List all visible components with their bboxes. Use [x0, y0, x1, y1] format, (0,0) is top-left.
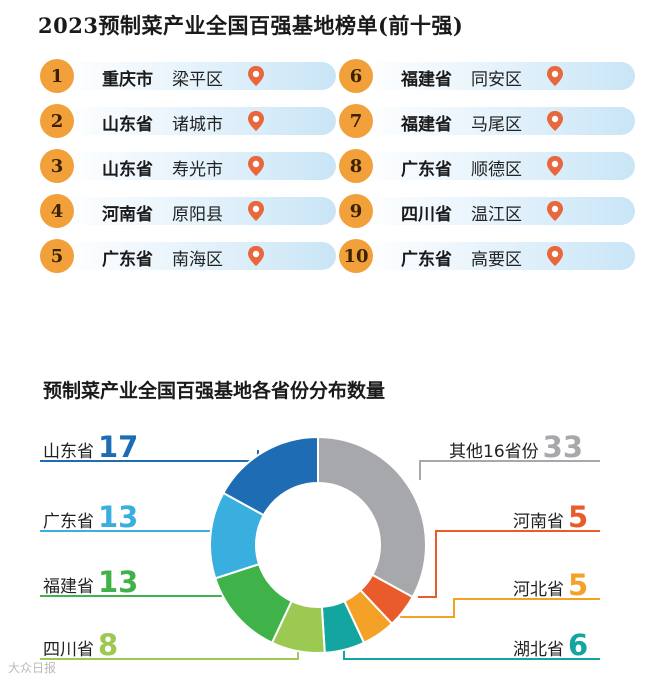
- location-pin-icon: [245, 245, 267, 267]
- rank-number: 8: [339, 149, 373, 183]
- slice-value: 5: [568, 500, 589, 534]
- location-pin-icon: [245, 110, 267, 132]
- rank-city: 高要区: [471, 250, 522, 270]
- rank-item: 6 福建省 同安区: [339, 59, 639, 93]
- rank-pill: [62, 62, 336, 90]
- slice-name: 湖北省: [513, 640, 564, 660]
- rank-province: 山东省: [102, 115, 153, 135]
- location-pin-icon: [544, 245, 566, 267]
- rank-pill: [361, 152, 635, 180]
- slice-name: 河北省: [513, 580, 564, 600]
- leader-line: [419, 460, 600, 480]
- slice-value: 33: [542, 430, 583, 464]
- slice-label: 广东省 13: [43, 500, 138, 534]
- rank-city: 马尾区: [471, 115, 522, 135]
- rank-city: 南海区: [172, 250, 223, 270]
- rank-province: 重庆市: [102, 70, 153, 90]
- rank-number: 4: [40, 194, 74, 228]
- slice-name: 广东省: [43, 512, 94, 532]
- rank-item: 10 广东省 高要区: [339, 239, 639, 273]
- rank-province: 福建省: [401, 115, 452, 135]
- rank-number: 3: [40, 149, 74, 183]
- leader-line: [418, 530, 600, 598]
- slice-label: 河南省 5: [513, 500, 588, 534]
- slice-name: 四川省: [43, 640, 94, 660]
- slice-label: 福建省 13: [43, 565, 138, 599]
- rank-item: 2 山东省 诸城市: [40, 104, 340, 138]
- rank-pill: [361, 197, 635, 225]
- slice-value: 13: [98, 565, 139, 599]
- rank-province: 广东省: [102, 250, 153, 270]
- rank-item: 1 重庆市 梁平区: [40, 59, 340, 93]
- rank-item: 8 广东省 顺德区: [339, 149, 639, 183]
- leader-line: [400, 598, 600, 618]
- rank-city: 顺德区: [471, 160, 522, 180]
- location-pin-icon: [544, 110, 566, 132]
- rank-pill: [62, 107, 336, 135]
- rank-province: 广东省: [401, 250, 452, 270]
- rank-number: 5: [40, 239, 74, 273]
- rank-item: 4 河南省 原阳县: [40, 194, 340, 228]
- location-pin-icon: [544, 155, 566, 177]
- rank-city: 寿光市: [172, 160, 223, 180]
- chart-title: 预制菜产业全国百强基地各省份分布数量: [43, 380, 386, 402]
- rank-number: 10: [339, 239, 373, 273]
- slice-label: 四川省 8: [43, 628, 118, 662]
- slice-value: 5: [568, 568, 589, 602]
- slice-label: 山东省 17: [43, 430, 138, 464]
- location-pin-icon: [544, 65, 566, 87]
- rank-item: 9 四川省 温江区: [339, 194, 639, 228]
- slice-label: 其他16省份 33: [449, 430, 583, 464]
- rank-number: 9: [339, 194, 373, 228]
- slice-value: 8: [98, 628, 119, 662]
- slice-name: 山东省: [43, 442, 94, 462]
- rank-number: 6: [339, 59, 373, 93]
- rank-city: 原阳县: [172, 205, 223, 225]
- rank-pill: [62, 242, 336, 270]
- location-pin-icon: [245, 155, 267, 177]
- location-pin-icon: [245, 200, 267, 222]
- rank-pill: [62, 197, 336, 225]
- rank-number: 1: [40, 59, 74, 93]
- slice-value: 13: [98, 500, 139, 534]
- rank-pill: [361, 62, 635, 90]
- rank-item: 7 福建省 马尾区: [339, 104, 639, 138]
- slice-name: 河南省: [513, 512, 564, 532]
- location-pin-icon: [544, 200, 566, 222]
- rank-pill: [361, 107, 635, 135]
- slice-label: 湖北省 6: [513, 628, 588, 662]
- rank-province: 山东省: [102, 160, 153, 180]
- location-pin-icon: [245, 65, 267, 87]
- rank-province: 福建省: [401, 70, 452, 90]
- watermark: 大众日报: [8, 661, 57, 675]
- rank-city: 同安区: [471, 70, 522, 90]
- rank-province: 四川省: [401, 205, 452, 225]
- rank-item: 5 广东省 南海区: [40, 239, 340, 273]
- rank-item: 3 山东省 寿光市: [40, 149, 340, 183]
- rank-city: 诸城市: [172, 115, 223, 135]
- slice-label: 河北省 5: [513, 568, 588, 602]
- slice-name: 其他16省份: [449, 442, 539, 462]
- page-title: 2023预制菜产业全国百强基地榜单(前十强): [38, 13, 464, 38]
- slice-value: 17: [98, 430, 139, 464]
- rank-number: 2: [40, 104, 74, 138]
- rank-city: 梁平区: [172, 70, 223, 90]
- rank-city: 温江区: [471, 205, 522, 225]
- slice-value: 6: [568, 628, 589, 662]
- rank-pill: [361, 242, 635, 270]
- donut-slice: [222, 435, 319, 517]
- rank-number: 7: [339, 104, 373, 138]
- rank-province: 河南省: [102, 205, 153, 225]
- rank-pill: [62, 152, 336, 180]
- donut-slice: [317, 435, 427, 599]
- rank-province: 广东省: [401, 160, 452, 180]
- slice-name: 福建省: [43, 577, 94, 597]
